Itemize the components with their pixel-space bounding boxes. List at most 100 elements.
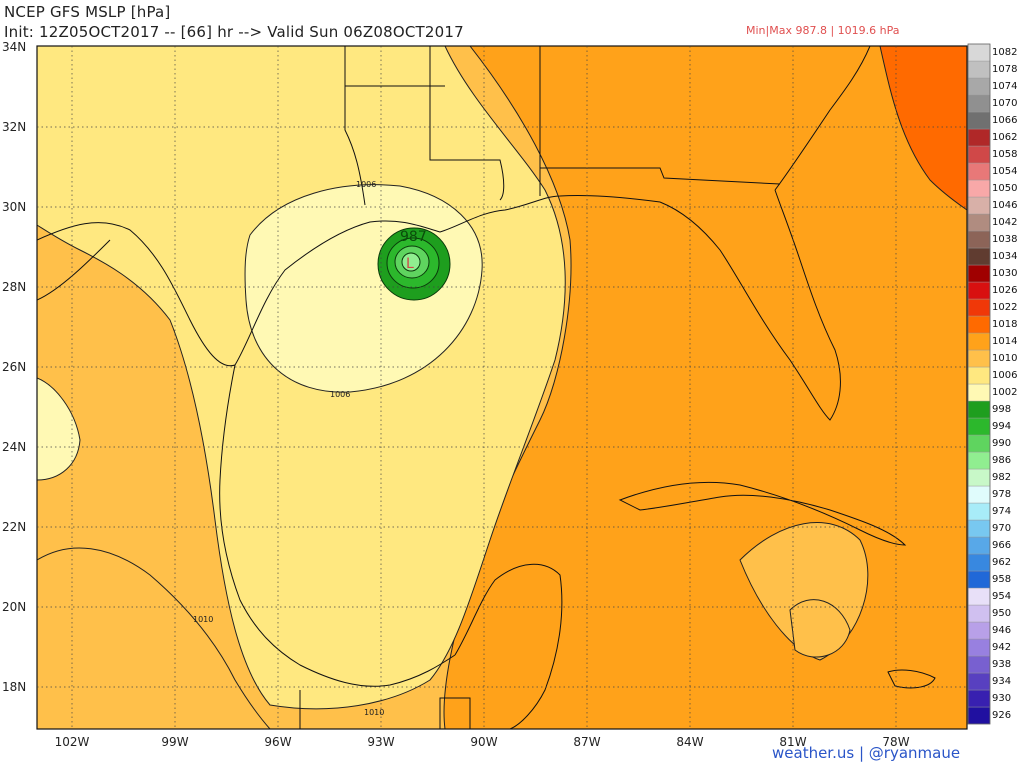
- colorbar-label-926: 926: [992, 709, 1012, 721]
- lat-label: 20N: [2, 600, 26, 614]
- colorbar-label-942: 942: [992, 641, 1012, 653]
- colorbar-swatch-962: [967, 553, 991, 572]
- colorbar-label-1010: 1010: [992, 352, 1018, 364]
- colorbar-label-1018: 1018: [992, 318, 1018, 330]
- colorbar-label-954: 954: [992, 590, 1012, 602]
- map-frame: [36, 45, 968, 730]
- colorbar-label-986: 986: [992, 454, 1012, 466]
- colorbar-swatch-1054: [967, 162, 991, 181]
- colorbar-frame: [967, 43, 991, 725]
- low-center-marker: 987 L: [400, 229, 427, 272]
- low-986-ring: [401, 252, 421, 272]
- colorbar-swatch-1070: [967, 94, 991, 113]
- colorbar-label-998: 998: [992, 403, 1012, 415]
- colorbar-swatch-1022: [967, 298, 991, 317]
- lon-label: 90W: [470, 735, 497, 749]
- atlantic-coast: [774, 46, 871, 191]
- colorbar-label-1082: 1082: [992, 46, 1018, 58]
- colorbar-swatch-934: [967, 672, 991, 691]
- colorbar-label-1006: 1006: [992, 369, 1018, 381]
- colorbar-label-1034: 1034: [992, 250, 1018, 262]
- yucatan-coast: [454, 563, 563, 729]
- colorbar-label-1078: 1078: [992, 63, 1018, 75]
- lat-label: 32N: [2, 120, 26, 134]
- latitude-labels: 34N 32N 30N 28N 26N 24N 22N 20N 18N: [2, 40, 26, 694]
- colorbar-label-1074: 1074: [992, 80, 1018, 92]
- lon-label: 93W: [367, 735, 394, 749]
- lon-label: 81W: [779, 735, 806, 749]
- mexico-coast: [219, 364, 456, 687]
- colorbar-swatch-958: [967, 570, 991, 589]
- colorbar-label-990: 990: [992, 437, 1012, 449]
- colorbar-swatch-974: [967, 502, 991, 521]
- title-line-2: Init: 12Z05OCT2017 -- [66] hr --> Valid …: [4, 23, 464, 41]
- colorbar-label-946: 946: [992, 624, 1012, 636]
- colorbar-label-1066: 1066: [992, 114, 1018, 126]
- colorbar-label-966: 966: [992, 539, 1012, 551]
- florida-coast: [659, 189, 841, 421]
- map-fill-layers: [37, 46, 967, 729]
- colorbar-label-962: 962: [992, 556, 1012, 568]
- colorbar-label-1070: 1070: [992, 97, 1018, 109]
- colorbar-swatch-1066: [967, 111, 991, 130]
- lat-label: 24N: [2, 440, 26, 454]
- colorbar-label-1030: 1030: [992, 267, 1018, 279]
- title-line-1: NCEP GFS MSLP [hPa]: [4, 3, 171, 21]
- colorbar-label-994: 994: [992, 420, 1012, 432]
- colorbar-swatch-950: [967, 604, 991, 623]
- gulf-coast-west: [37, 194, 661, 367]
- lat-label: 30N: [2, 200, 26, 214]
- colorbar-label-1014: 1014: [992, 335, 1018, 347]
- colorbar-swatch-942: [967, 638, 991, 657]
- colorbar-swatch-978: [967, 485, 991, 504]
- colorbar-label-938: 938: [992, 658, 1012, 670]
- colorbar-label-1026: 1026: [992, 284, 1018, 296]
- lon-label: 87W: [573, 735, 600, 749]
- colorbar-label-1046: 1046: [992, 199, 1018, 211]
- colorbar-label-974: 974: [992, 505, 1012, 517]
- colorbar-swatch-1046: [967, 196, 991, 215]
- contour-label-1010-west: 1010: [193, 615, 213, 624]
- band-1014: [443, 46, 967, 729]
- colorbar-swatch-938: [967, 655, 991, 674]
- band-1002-west: [37, 377, 81, 481]
- cuba-coast: [618, 481, 907, 546]
- colorbar-swatch-954: [967, 587, 991, 606]
- colorbar-label-930: 930: [992, 692, 1012, 704]
- colorbar-label-1022: 1022: [992, 301, 1018, 313]
- contour-label-1006-north: 1006: [356, 180, 376, 189]
- colorbar-swatch-1078: [967, 60, 991, 79]
- colorbar-label-1054: 1054: [992, 165, 1018, 177]
- colorbar-swatch-1006: [967, 366, 991, 385]
- colorbar-swatch-946: [967, 621, 991, 640]
- colorbar-label-1058: 1058: [992, 148, 1018, 160]
- colorbar-swatch-1014: [967, 332, 991, 351]
- colorbar-swatch-982: [967, 468, 991, 487]
- colorbar-swatch-998: [967, 400, 991, 419]
- lat-label: 26N: [2, 360, 26, 374]
- low-center-value: 987: [400, 229, 427, 245]
- colorbar-label-934: 934: [992, 675, 1012, 687]
- colorbar-swatch-1074: [967, 77, 991, 96]
- credit-text: weather.us | @ryanmaue: [772, 744, 961, 762]
- colorbar-label-950: 950: [992, 607, 1012, 619]
- colorbar-swatch-970: [967, 519, 991, 538]
- colorbar-swatch-1002: [967, 383, 991, 402]
- low-center-symbol: L: [406, 256, 414, 272]
- lon-label: 96W: [264, 735, 291, 749]
- colorbar-label-958: 958: [992, 573, 1012, 585]
- band-1018: [879, 46, 967, 211]
- colorbar-swatch-986: [967, 451, 991, 470]
- colorbar-swatch-1062: [967, 128, 991, 147]
- colorbar-swatch-1034: [967, 247, 991, 266]
- colorbar-swatch-1050: [967, 179, 991, 198]
- lat-label: 22N: [2, 520, 26, 534]
- colorbar-label-1042: 1042: [992, 216, 1018, 228]
- longitude-labels: 102W 99W 96W 93W 90W 87W 84W 81W 78W: [55, 735, 910, 749]
- lat-label: 34N: [2, 40, 26, 54]
- lat-label: 18N: [2, 680, 26, 694]
- lon-label: 84W: [676, 735, 703, 749]
- colorbar-label-1062: 1062: [992, 131, 1018, 143]
- colorbar-label-982: 982: [992, 471, 1012, 483]
